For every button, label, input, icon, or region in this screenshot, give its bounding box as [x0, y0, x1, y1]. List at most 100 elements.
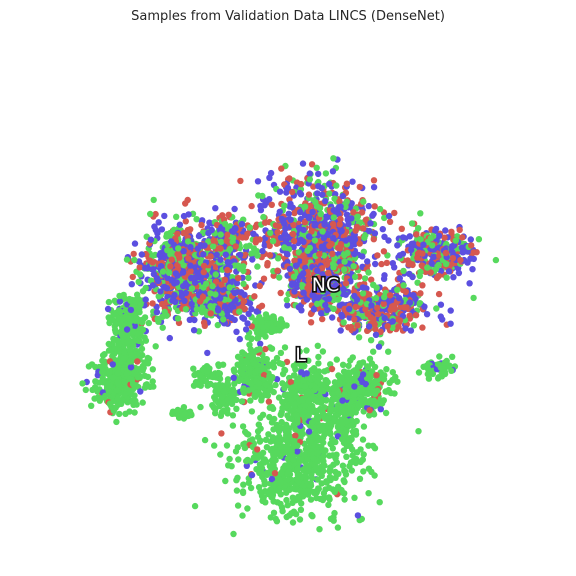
scatter-point — [410, 292, 417, 299]
scatter-point — [417, 268, 424, 276]
scatter-point — [269, 491, 277, 499]
scatter-point — [240, 481, 247, 488]
scatter-point — [195, 232, 203, 240]
scatter-point — [329, 452, 336, 459]
scatter-point — [358, 209, 366, 216]
scatter-point — [357, 458, 364, 466]
scatter-point — [275, 394, 283, 401]
scatter-point — [207, 380, 214, 388]
scatter-point — [251, 360, 258, 367]
scatter-point — [304, 444, 311, 451]
scatter-point — [254, 252, 261, 259]
scatter-point — [190, 327, 198, 334]
scatter-point — [231, 262, 238, 269]
scatter-point — [410, 322, 418, 329]
scatter-point — [85, 363, 93, 370]
scatter-point — [371, 230, 379, 237]
scatter-point — [304, 456, 312, 463]
scatter-point — [236, 251, 244, 259]
scatter-point — [355, 401, 362, 409]
scatter-point — [231, 289, 238, 297]
scatter-point — [281, 344, 289, 351]
scatter-point — [289, 230, 297, 238]
scatter-point — [232, 448, 240, 455]
scatter-point — [245, 387, 252, 394]
scatter-point — [294, 465, 301, 472]
scatter-point — [243, 377, 250, 384]
scatter-point — [239, 423, 247, 430]
scatter-point — [105, 388, 113, 395]
scatter-point — [283, 296, 290, 304]
scatter-point — [121, 379, 129, 386]
scatter-point — [227, 302, 235, 309]
scatter-point — [247, 397, 254, 404]
scatter-point — [320, 490, 328, 497]
scatter-point — [128, 281, 135, 288]
scatter-point — [163, 231, 171, 238]
scatter-point — [435, 232, 443, 239]
scatter-point — [115, 315, 122, 322]
scatter-point — [296, 258, 303, 265]
scatter-point — [300, 270, 307, 277]
scatter-point — [241, 365, 248, 372]
scatter-point — [286, 512, 293, 519]
scatter-point — [290, 372, 298, 379]
scatter-point — [418, 262, 425, 269]
scatter-point — [348, 422, 356, 429]
scatter-point — [266, 413, 273, 421]
scatter-point — [141, 334, 148, 341]
scatter-point — [243, 359, 250, 366]
scatter-point — [286, 175, 293, 182]
scatter-point — [328, 365, 336, 373]
scatter-point — [171, 291, 178, 299]
scatter-point — [239, 488, 247, 495]
scatter-point — [237, 376, 244, 384]
scatter-point — [314, 434, 321, 441]
scatter-point — [369, 212, 376, 219]
scatter-point — [283, 437, 291, 445]
scatter-point — [342, 237, 349, 244]
scatter-point — [107, 400, 114, 407]
scatter-point — [314, 190, 321, 197]
scatter-point — [267, 377, 274, 385]
scatter-point — [306, 244, 313, 252]
scatter-point — [299, 282, 306, 289]
scatter-point — [191, 316, 198, 324]
scatter-point — [341, 391, 348, 398]
scatter-point — [206, 365, 213, 372]
scatter-point — [201, 322, 208, 329]
scatter-point — [308, 511, 315, 519]
scatter-point — [352, 427, 360, 435]
scatter-point — [134, 291, 141, 298]
scatter-point — [79, 380, 86, 387]
scatter-point — [112, 320, 120, 328]
scatter-point — [149, 300, 156, 307]
scatter-point — [400, 267, 407, 275]
scatter-point — [319, 315, 326, 323]
scatter-point — [294, 417, 301, 424]
scatter-point — [340, 319, 347, 326]
scatter-point — [328, 401, 335, 408]
scatter-point — [167, 251, 174, 258]
scatter-point — [137, 366, 144, 373]
scatter-point — [223, 442, 231, 449]
scatter-point — [320, 387, 327, 395]
scatter-point — [352, 459, 360, 467]
scatter-point — [447, 320, 454, 327]
scatter-point — [318, 407, 326, 414]
scatter-point — [89, 386, 96, 394]
scatter-point — [155, 219, 162, 226]
scatter-point — [297, 209, 304, 216]
scatter-point — [268, 403, 276, 411]
scatter-point — [114, 379, 122, 386]
scatter-point — [319, 348, 327, 355]
scatter-point — [343, 198, 350, 205]
scatter-point — [218, 430, 225, 437]
scatter-point — [255, 192, 262, 199]
scatter-point — [371, 445, 379, 452]
scatter-point — [240, 315, 248, 322]
scatter-point — [141, 314, 149, 321]
scatter-point — [306, 439, 314, 446]
scatter-point — [396, 252, 404, 259]
scatter-point — [365, 490, 372, 497]
